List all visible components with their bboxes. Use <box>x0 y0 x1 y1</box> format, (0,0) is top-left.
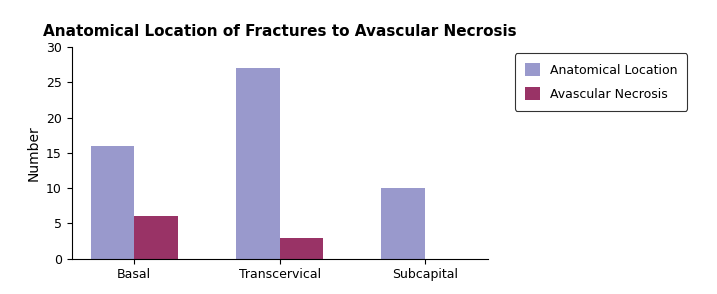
Bar <box>236 68 280 259</box>
Bar <box>134 216 178 259</box>
Bar <box>381 188 425 259</box>
Legend: Anatomical Location, Avascular Necrosis: Anatomical Location, Avascular Necrosis <box>515 53 687 111</box>
Y-axis label: Number: Number <box>27 125 41 181</box>
Bar <box>280 238 323 259</box>
Bar <box>90 146 134 259</box>
Title: Anatomical Location of Fractures to Avascular Necrosis: Anatomical Location of Fractures to Avas… <box>43 24 516 39</box>
